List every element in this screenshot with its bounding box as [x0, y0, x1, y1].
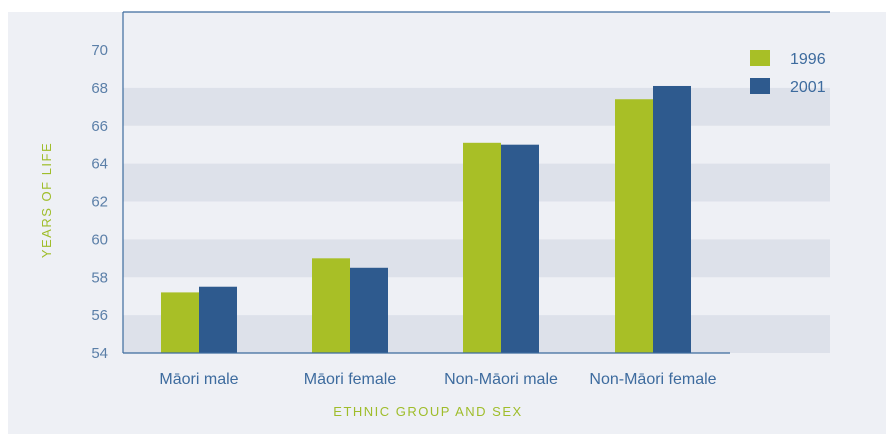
- bar-2001-1: [350, 267, 388, 353]
- legend-swatch-2001: [750, 78, 770, 94]
- y-tick-label: 60: [91, 231, 108, 248]
- grid-band: [123, 87, 830, 126]
- bars: [161, 85, 691, 353]
- legend: 1996 2001: [750, 50, 826, 96]
- y-tick-label: 66: [91, 118, 108, 135]
- y-tick-labels: 54 56 58 60 62 64 66 68 70: [91, 42, 108, 362]
- legend-label-1996: 1996: [790, 51, 826, 68]
- y-axis-title: YEARS OF LIFE: [39, 142, 54, 258]
- bar-1996-3: [615, 99, 653, 353]
- y-tick-label: 58: [91, 269, 108, 286]
- legend-swatch-1996: [750, 50, 770, 66]
- chart-panel: [8, 12, 886, 434]
- y-tick-label: 62: [91, 194, 108, 211]
- y-tick-label: 64: [91, 156, 108, 173]
- x-category-labels: Māori male Māori female Non-Māori male Non-…: [159, 371, 716, 388]
- y-tick-label: 56: [91, 307, 108, 324]
- bar-1996-2: [463, 142, 501, 353]
- x-category-label: Non-Māori female: [589, 371, 716, 388]
- x-axis-title: ETHNIC GROUP AND SEX: [333, 404, 522, 419]
- y-tick-label: 70: [91, 42, 108, 59]
- bar-1996-1: [312, 258, 350, 353]
- x-category-label: Māori female: [304, 371, 397, 388]
- bar-2001-2: [501, 144, 539, 353]
- x-category-label: Māori male: [159, 371, 238, 388]
- legend-label-2001: 2001: [790, 79, 826, 96]
- bar-1996-0: [161, 292, 199, 353]
- y-tick-label: 54: [91, 345, 108, 362]
- bar-2001-3: [653, 85, 691, 353]
- bar-2001-0: [199, 286, 237, 353]
- x-category-label: Non-Māori male: [444, 371, 558, 388]
- y-tick-label: 68: [91, 80, 108, 97]
